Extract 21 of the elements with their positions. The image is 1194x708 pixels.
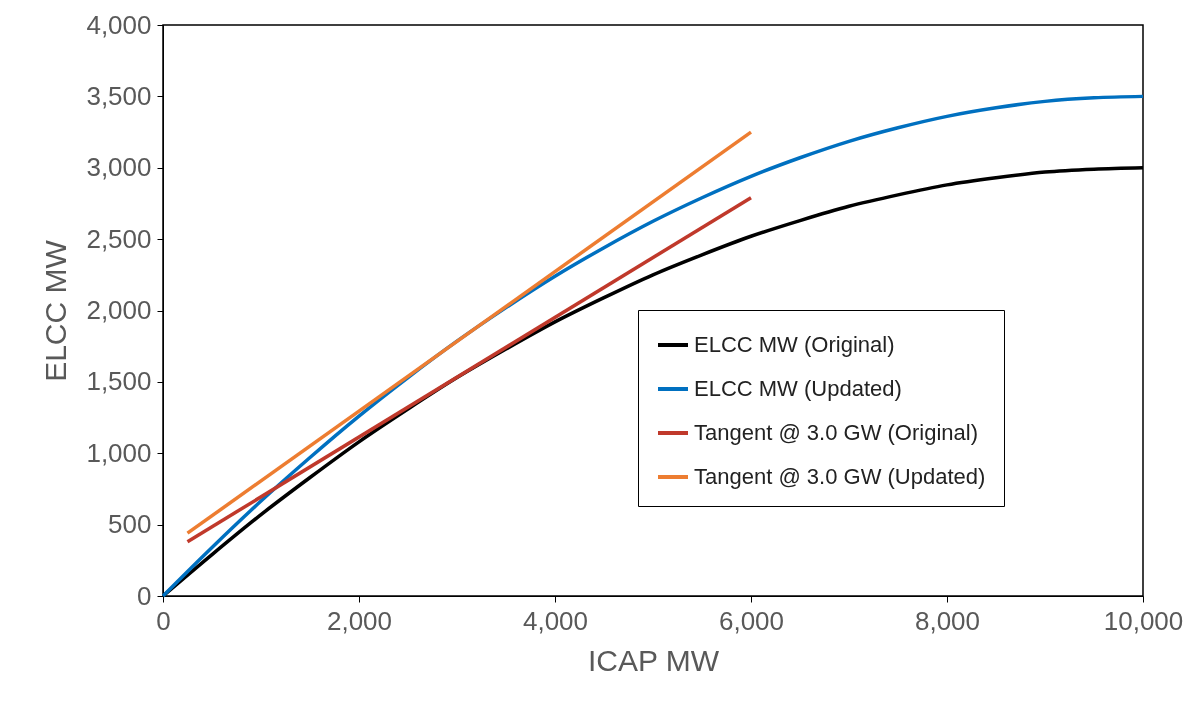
x-tick-label: 10,000: [1103, 605, 1184, 636]
x-tick-label: 4,000: [522, 605, 589, 636]
y-tick-label: 1,500: [86, 366, 152, 397]
y-tick-label: 4,000: [86, 9, 152, 40]
legend-label: Tangent @ 3.0 GW (Updated): [694, 464, 986, 489]
y-tick-label: 1,000: [86, 437, 152, 468]
legend-label: ELCC MW (Original): [694, 332, 895, 357]
y-tick-label: 2,000: [86, 295, 152, 325]
x-tick-label: 6,000: [718, 605, 785, 636]
y-tick-label: 0: [137, 580, 152, 611]
x-tick-label: 2,000: [326, 605, 393, 636]
y-tick-label: 500: [108, 509, 152, 540]
x-tick-label: 8,000: [914, 605, 981, 636]
legend-label: ELCC MW (Updated): [694, 376, 902, 401]
y-tick-label: 3,000: [86, 152, 152, 183]
x-tick-label: 0: [156, 605, 171, 636]
x-axis-title: ICAP MW: [587, 643, 720, 677]
y-axis-title: ELCC MW: [39, 239, 73, 382]
y-tick-label: 3,500: [86, 80, 152, 111]
legend-label: Tangent @ 3.0 GW (Original): [694, 420, 978, 445]
y-tick-label: 2,500: [86, 223, 152, 254]
